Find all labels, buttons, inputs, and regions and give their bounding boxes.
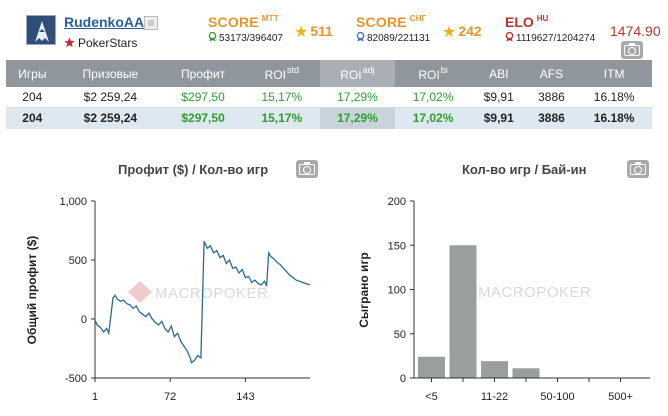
bar-22-50[interactable] xyxy=(512,368,540,378)
cell-itm: 16.18% xyxy=(576,87,652,108)
col-roi-std[interactable]: ROIstd xyxy=(243,60,320,87)
y-tick-label: 0 xyxy=(81,314,87,326)
poker-room: PokerStars xyxy=(64,36,137,50)
profit-y-axis-title: Общий профит ($) xyxy=(25,236,39,345)
player-header: RudenkoAA PokerStars SCORE MTT 53173/3964… xyxy=(0,0,668,60)
cell-roi-bi: 17,02% xyxy=(395,87,471,108)
bar-<5[interactable] xyxy=(418,356,445,378)
camera-icon[interactable] xyxy=(627,160,649,178)
cell-profit: $297,50 xyxy=(162,87,244,108)
elo-value: 1474.90 xyxy=(610,23,661,39)
score-sng-title[interactable]: SCORE СНГ xyxy=(356,14,427,30)
x-tick-label: 1 xyxy=(92,391,98,403)
cell-afs: 3886 xyxy=(526,87,577,108)
cell-abi: $9,91 xyxy=(470,107,527,129)
profit-chart-title: Профит ($) / Кол-во игр xyxy=(118,162,269,177)
watermark: MACROPOKER xyxy=(128,281,268,303)
x-tick-label: <5 xyxy=(425,391,438,403)
cell-abi: $9,91 xyxy=(470,87,527,108)
y-tick-label: 100 xyxy=(388,285,406,297)
watermark-text: MACROPOKER xyxy=(478,284,591,301)
col-prizes[interactable]: Призовые xyxy=(58,60,163,87)
elo-rank: 1119627/1204274 xyxy=(505,32,595,44)
buyin-chart-title: Кол-во игр / Бай-ин xyxy=(462,162,587,177)
cell-prizes: $2 259,24 xyxy=(58,87,163,108)
col-roi-adj[interactable]: ROIadj xyxy=(319,60,396,87)
profit-line-chart: MACROPOKER -500 0 500 1,000 1 72 143 Общий пр… xyxy=(25,196,311,403)
elo-hu: ELO HU 1119627/1204274 xyxy=(505,14,595,44)
red-medal-icon xyxy=(505,32,514,42)
score-mtt-title[interactable]: SCORE MTT xyxy=(208,14,279,30)
watermark-text: MACROPOKER xyxy=(155,285,268,302)
y-tick-label: 200 xyxy=(388,196,406,208)
poker-room-label: PokerStars xyxy=(78,36,138,50)
x-tick-label: 72 xyxy=(164,391,176,403)
player-avatar[interactable] xyxy=(26,15,56,45)
col-games[interactable]: Игры xyxy=(6,60,59,87)
y-tick-label: -500 xyxy=(65,373,87,385)
shark-logo-icon xyxy=(27,16,55,44)
col-abi[interactable]: ABI xyxy=(470,60,527,87)
bar-5-11[interactable] xyxy=(449,245,477,378)
cell-roi-std: 15,17% xyxy=(243,87,320,108)
x-tick-label: 143 xyxy=(236,391,254,403)
profit-series-line xyxy=(94,240,311,364)
green-medal-icon xyxy=(208,32,217,42)
pokerstars-logo-icon xyxy=(64,37,75,48)
y-tick-label: 1,000 xyxy=(59,196,87,208)
stats-table: Игры Призовые Профит ROIstd ROIadj ROIbi… xyxy=(6,60,652,129)
camera-icon[interactable] xyxy=(296,160,318,178)
score-mtt-value: ★ 511 xyxy=(294,23,333,41)
col-itm[interactable]: ITM xyxy=(576,60,652,87)
score-mtt: SCORE MTT 53173/396407 xyxy=(208,14,283,44)
y-tick-label: 0 xyxy=(400,373,406,385)
star-icon: ★ xyxy=(442,24,457,41)
cell-itm: 16.18% xyxy=(576,107,652,129)
stats-header-row: Игры Призовые Профит ROIstd ROIadj ROIbi… xyxy=(6,60,652,87)
cell-roi-adj: 17,29% xyxy=(319,87,396,108)
x-tick-label: 500+ xyxy=(608,391,633,403)
cell-afs: 3886 xyxy=(526,107,577,129)
bar-11-22[interactable] xyxy=(481,361,508,378)
cell-profit: $297,50 xyxy=(162,107,244,129)
cell-games: 204 xyxy=(6,87,59,108)
star-icon: ★ xyxy=(294,24,309,41)
player-card-icon[interactable] xyxy=(144,16,158,30)
score-sng: SCORE СНГ 82089/221131 xyxy=(356,14,430,44)
cell-roi-bi: 17,02% xyxy=(395,107,471,129)
col-profit[interactable]: Профит xyxy=(162,60,244,87)
score-mtt-rank: 53173/396407 xyxy=(208,32,283,44)
buyin-bar-chart: MACROPOKER 0 50 100 150 200 <5 11-22 50-100 500… xyxy=(357,196,650,403)
elo-title[interactable]: ELO HU xyxy=(505,14,549,30)
table-row-total: 204 $2 259,24 $297,50 15,17% 17,29% 17,0… xyxy=(6,107,652,129)
col-roi-bi[interactable]: ROIbi xyxy=(395,60,471,87)
col-afs[interactable]: AFS xyxy=(526,60,577,87)
cell-games: 204 xyxy=(6,107,59,129)
player-name-link[interactable]: RudenkoAA xyxy=(64,14,145,30)
camera-icon[interactable] xyxy=(621,41,643,59)
y-tick-label: 50 xyxy=(394,329,406,341)
y-tick-label: 500 xyxy=(69,255,87,267)
cell-prizes: $2 259,24 xyxy=(58,107,163,129)
y-tick-label: 150 xyxy=(388,240,406,252)
blue-medal-icon xyxy=(356,32,365,42)
score-sng-rank: 82089/221131 xyxy=(356,32,430,44)
score-sng-value: ★ 242 xyxy=(442,23,482,41)
x-tick-label: 50-100 xyxy=(540,391,574,403)
cell-roi-std: 15,17% xyxy=(243,107,320,129)
table-row: 204 $2 259,24 $297,50 15,17% 17,29% 17,0… xyxy=(6,87,652,108)
cell-roi-adj: 17,29% xyxy=(319,107,396,129)
buyin-y-axis-title: Сыграно игр xyxy=(357,252,371,328)
x-tick-label: 11-22 xyxy=(481,391,508,403)
